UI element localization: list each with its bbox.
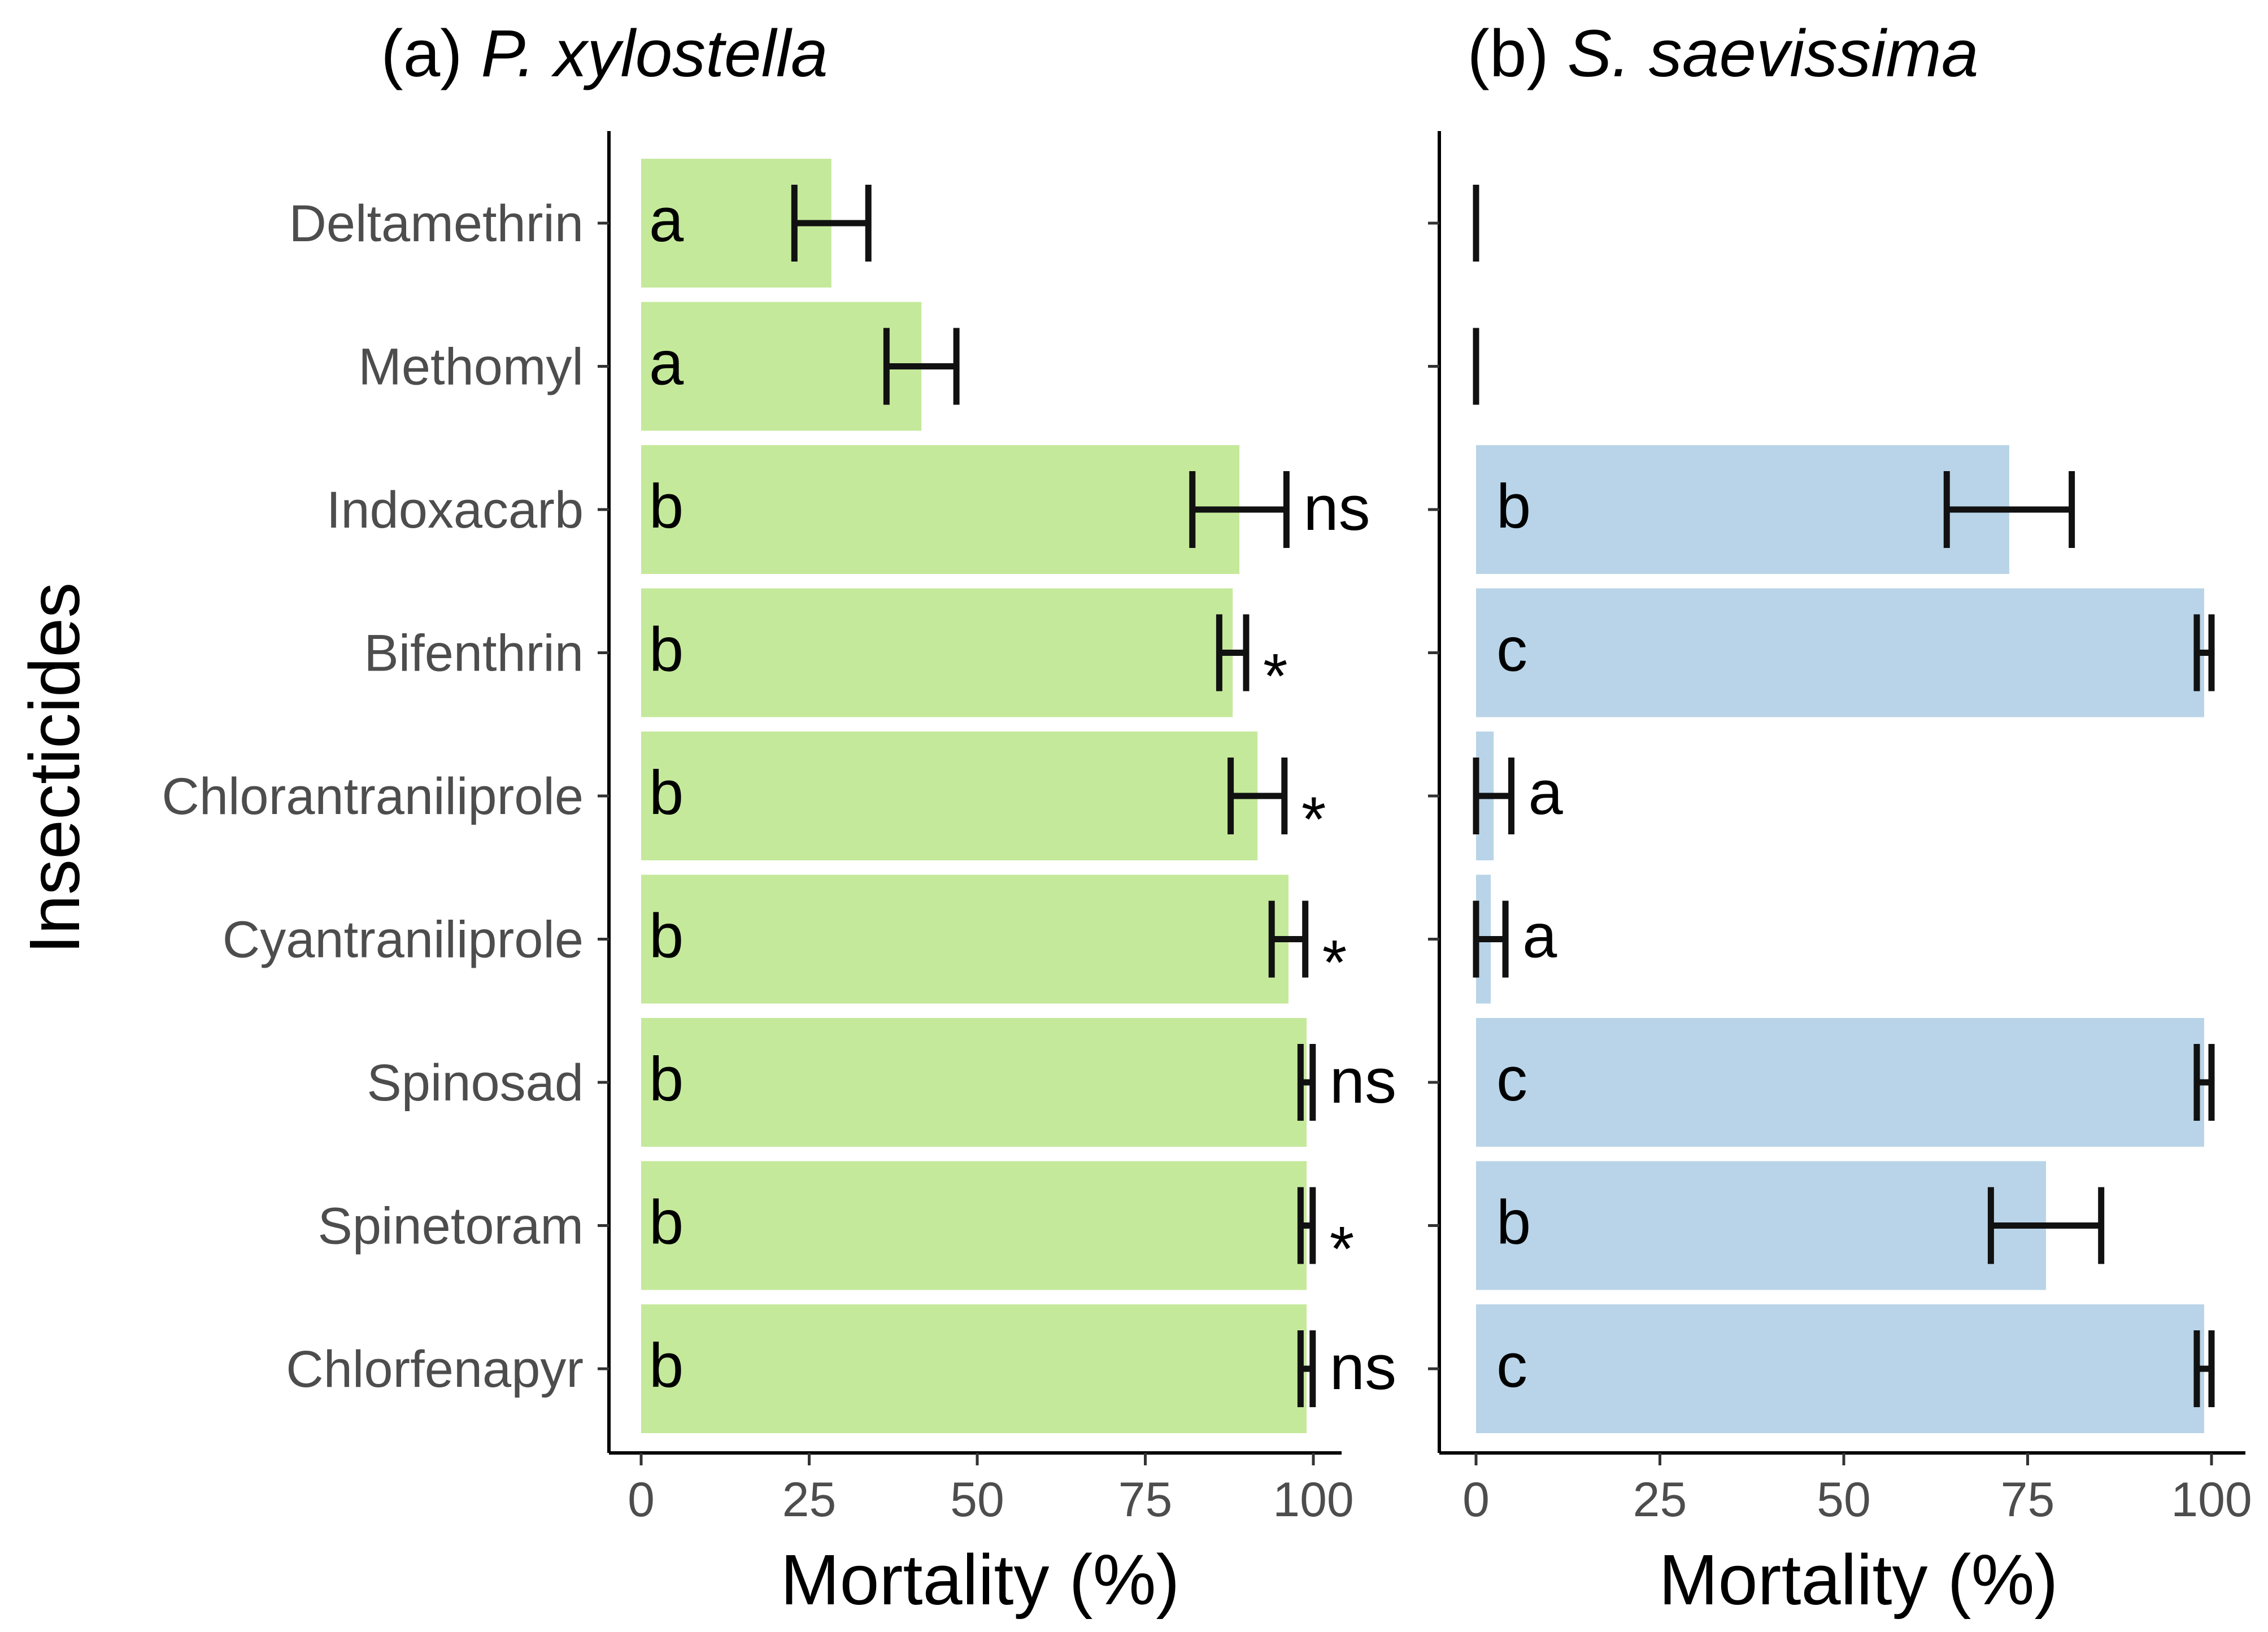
group-letter: a — [1522, 902, 1557, 971]
panel-b-title: (b) S. saevissima — [1468, 16, 1979, 91]
bar — [1476, 1304, 2204, 1433]
significance-label: * — [1322, 928, 1347, 998]
bar — [1476, 1161, 2047, 1290]
significance-label: * — [1263, 641, 1288, 712]
bar — [1476, 588, 2204, 717]
x-tick-label: 100 — [1273, 1473, 1354, 1527]
group-letter: c — [1496, 1045, 1527, 1114]
x-tick-label: 25 — [1633, 1473, 1687, 1527]
panel-b-x-axis-title: Mortality (%) — [1658, 1540, 2058, 1620]
x-tick-label: 0 — [628, 1473, 655, 1527]
bar — [641, 445, 1240, 574]
x-tick-label: 0 — [1462, 1473, 1490, 1527]
group-letter: a — [1528, 758, 1563, 828]
group-letter: a — [649, 185, 684, 255]
y-tick-label: Indoxacarb — [327, 481, 584, 539]
x-tick-label: 25 — [782, 1473, 837, 1527]
bar — [1476, 1018, 2204, 1147]
bar — [641, 588, 1233, 717]
group-letter: b — [649, 1188, 684, 1257]
group-letter: b — [1496, 472, 1531, 541]
significance-label: ns — [1330, 1332, 1396, 1403]
x-tick-label: 75 — [1118, 1473, 1173, 1527]
panel-a-title: (a) P. xylostella — [381, 16, 828, 91]
significance-label: ns — [1330, 1046, 1396, 1116]
x-tick-label: 75 — [2001, 1473, 2055, 1527]
y-tick-label: Spinetoram — [318, 1198, 584, 1255]
x-tick-label: 100 — [2171, 1473, 2252, 1527]
panel-a-label: (a) — [381, 16, 462, 91]
x-tick-label: 50 — [950, 1473, 1004, 1527]
y-tick-label: Deltamethrin — [289, 195, 584, 253]
panel-b-species: S. saevissima — [1568, 16, 1979, 91]
group-letter: b — [649, 1045, 684, 1114]
bar — [641, 1018, 1307, 1147]
y-tick-label: Cyantraniliprole — [223, 911, 584, 969]
significance-label: ns — [1303, 473, 1370, 543]
group-letter: b — [649, 472, 684, 541]
panel-a-x-axis-title: Mortality (%) — [780, 1540, 1179, 1620]
panel-b-plot: 0 25 50 75 100 b c a a c b c — [1428, 131, 2252, 1527]
group-letter: c — [1496, 615, 1527, 685]
group-letter: a — [649, 329, 684, 398]
bar — [641, 1304, 1307, 1433]
group-letter: c — [1496, 1331, 1527, 1400]
significance-label: * — [1330, 1214, 1355, 1285]
y-tick-label: Chlorfenapyr — [286, 1341, 584, 1398]
group-letter: b — [649, 902, 684, 971]
x-tick-label: 50 — [1817, 1473, 1871, 1527]
y-tick-label: Bifenthrin — [364, 625, 584, 682]
panel-a-plot: 0 25 50 75 100 Deltamethrin a Methomyl a Indoxaca… — [162, 131, 1396, 1527]
panel-b-label: (b) — [1468, 16, 1549, 91]
y-tick-label: Methomyl — [358, 338, 584, 396]
significance-label: * — [1301, 784, 1326, 855]
panel-a-species: P. xylostella — [481, 16, 828, 91]
y-tick-label: Chlorantraniliprole — [162, 768, 584, 825]
bar — [641, 302, 922, 431]
group-letter: b — [649, 758, 684, 828]
group-letter: b — [1496, 1188, 1531, 1257]
group-letter: b — [649, 1331, 684, 1400]
bar — [641, 732, 1258, 860]
y-axis-title: Insecticides — [15, 582, 94, 954]
y-tick-label: Spinosad — [367, 1054, 584, 1112]
group-letter: b — [649, 615, 684, 685]
bar — [641, 874, 1288, 1004]
bar — [641, 1161, 1307, 1290]
bar — [1476, 445, 2009, 574]
